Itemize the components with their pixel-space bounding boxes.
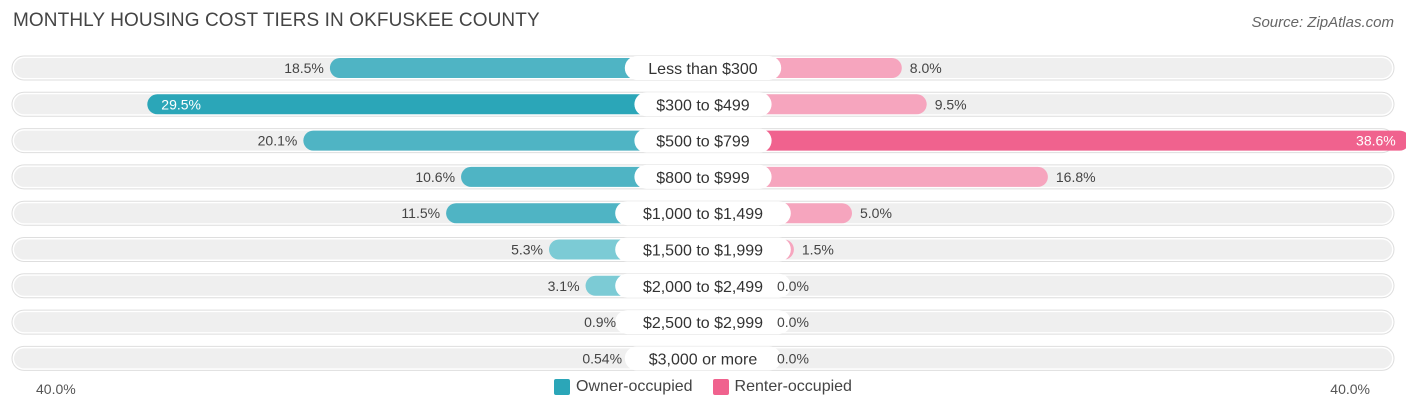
value-label-renter: 16.8% [1056,169,1096,185]
category-pill [615,201,791,226]
legend-item-owner[interactable]: Owner-occupied [554,378,693,396]
category-label: $1,500 to $1,999 [643,243,763,260]
bar-owner[interactable] [329,58,703,78]
value-label-owner: 3.1% [548,278,580,294]
category-pill [624,56,782,80]
category-pill [634,128,772,153]
chart-row: $1,000 to $1,499 11.5% 5.0% [11,200,1395,226]
value-label-owner: 0.9% [584,314,616,330]
value-label-renter: 38.6% [1356,133,1396,149]
value-label-renter: 0.0% [777,350,809,366]
legend-item-renter[interactable]: Renter-occupied [712,378,852,396]
chart-row: $3,000 or more 0.54% 0.0% [11,345,1395,371]
category-pill [615,237,791,262]
value-label-renter: 0.0% [777,314,809,330]
category-label: $2,500 to $2,999 [643,315,763,332]
bar-renter[interactable] [703,166,1048,187]
diverging-bar-chart: Less than $300 18.5% 8.0% $300 to $499 29.5%… [11,55,1406,371]
chart-row: $2,500 to $2,999 0.9% 0.0% [11,309,1395,335]
value-label-owner: 20.1% [258,133,298,149]
legend-swatch-owner [554,379,571,395]
legend-label-owner: Owner-occupied [576,378,693,395]
value-label-renter: 1.5% [802,242,834,258]
bar-owner[interactable] [303,130,703,151]
category-label: $2,000 to $2,499 [643,279,763,296]
chart-row: $2,000 to $2,499 3.1% 0.0% [11,273,1395,299]
legend-swatch-renter [712,379,729,395]
chart-row: $300 to $499 29.5% 9.5% [11,91,1395,117]
legend-label-renter: Renter-occupied [734,378,852,395]
category-pill [634,92,772,117]
chart-row: $800 to $999 10.6% 16.8% [11,164,1395,190]
category-label: $3,000 or more [649,351,758,368]
category-label: $500 to $799 [656,134,750,151]
value-label-owner: 29.5% [161,96,201,112]
value-label-renter: 0.0% [777,278,809,294]
chart-legend: Owner-occupied Renter-occupied [0,378,1406,396]
value-label-owner: 5.3% [511,242,543,258]
chart-row: Less than $300 18.5% 8.0% [11,55,1395,81]
chart-row: $1,500 to $1,999 5.3% 1.5% [11,237,1395,262]
value-label-renter: 9.5% [935,96,967,112]
category-label: Less than $300 [648,61,758,78]
category-label: $300 to $499 [656,97,750,114]
value-label-renter: 5.0% [860,205,892,221]
chart-title: MONTHLY HOUSING COST TIERS IN OKFUSKEE C… [13,10,540,31]
category-pill [634,164,772,189]
category-label: $1,000 to $1,499 [643,206,763,223]
bar-renter[interactable] [703,130,1406,151]
value-label-owner: 11.5% [401,205,440,221]
value-label-owner: 0.54% [582,350,622,366]
category-pill [624,346,782,371]
axis-label-left: 40.0% [36,381,76,397]
category-pill [615,310,791,335]
category-pill [615,273,791,298]
value-label-owner: 18.5% [284,60,324,76]
category-label: $800 to $999 [656,170,750,187]
chart-source: Source: ZipAtlas.com [1251,14,1394,31]
bar-owner[interactable] [147,94,704,115]
chart-row: $500 to $799 20.1% 38.6% [11,128,1406,154]
value-label-renter: 8.0% [910,60,942,76]
value-label-owner: 10.6% [415,169,455,185]
axis-label-right: 40.0% [1330,381,1370,397]
